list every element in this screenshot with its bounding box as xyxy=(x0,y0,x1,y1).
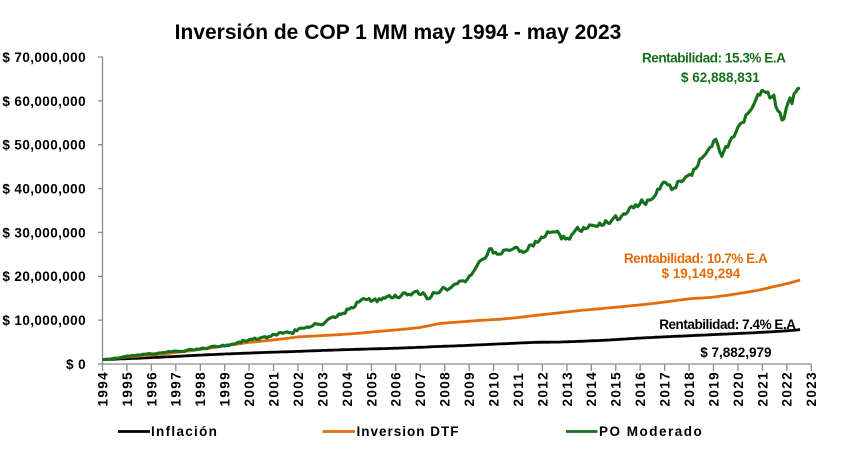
svg-text:2023: 2023 xyxy=(804,371,819,406)
svg-text:2012: 2012 xyxy=(535,371,550,406)
svg-text:Inversion DTF: Inversion DTF xyxy=(357,424,460,439)
svg-text:Inversión de COP 1 MM may 1994: Inversión de COP 1 MM may 1994 - may 202… xyxy=(175,21,622,44)
svg-text:$ 19,149,294: $ 19,149,294 xyxy=(661,266,740,281)
svg-text:1996: 1996 xyxy=(144,371,159,406)
svg-text:2003: 2003 xyxy=(315,371,330,406)
svg-text:$ 7,882,979: $ 7,882,979 xyxy=(700,345,771,360)
svg-text:2005: 2005 xyxy=(364,371,379,406)
svg-text:2022: 2022 xyxy=(780,371,795,406)
svg-text:Inflación: Inflación xyxy=(151,424,218,439)
svg-text:$ 50,000,000: $ 50,000,000 xyxy=(2,138,86,153)
svg-text:2002: 2002 xyxy=(291,371,306,406)
svg-text:2020: 2020 xyxy=(731,371,746,406)
svg-text:$ 60,000,000: $ 60,000,000 xyxy=(2,94,86,109)
svg-text:2000: 2000 xyxy=(242,371,257,406)
svg-text:$ 62,888,831: $ 62,888,831 xyxy=(681,70,760,85)
svg-text:$ 10,000,000: $ 10,000,000 xyxy=(2,313,86,328)
svg-text:1998: 1998 xyxy=(193,371,208,406)
svg-text:$ 20,000,000: $ 20,000,000 xyxy=(2,269,86,284)
svg-text:1994: 1994 xyxy=(95,371,110,406)
svg-text:2013: 2013 xyxy=(560,371,575,406)
svg-text:$ 0: $ 0 xyxy=(66,357,86,372)
svg-text:PO Moderado: PO Moderado xyxy=(599,424,703,439)
svg-text:1999: 1999 xyxy=(218,371,233,406)
svg-text:$ 40,000,000: $ 40,000,000 xyxy=(2,182,86,197)
svg-text:$ 70,000,000: $ 70,000,000 xyxy=(2,50,86,65)
svg-text:2009: 2009 xyxy=(462,371,477,406)
svg-text:$ 30,000,000: $ 30,000,000 xyxy=(2,225,86,240)
svg-text:2015: 2015 xyxy=(609,371,624,406)
svg-text:1995: 1995 xyxy=(120,371,135,406)
svg-text:2021: 2021 xyxy=(755,371,770,406)
svg-text:1997: 1997 xyxy=(169,371,184,406)
svg-text:Rentabilidad: 7.4% E.A: Rentabilidad: 7.4% E.A xyxy=(659,317,796,332)
svg-text:2018: 2018 xyxy=(682,371,697,406)
svg-text:2007: 2007 xyxy=(413,371,428,406)
svg-text:Rentabilidad: 15.3% E.A: Rentabilidad: 15.3% E.A xyxy=(642,50,786,65)
svg-text:2006: 2006 xyxy=(389,371,404,406)
svg-text:2014: 2014 xyxy=(584,371,599,406)
svg-text:2010: 2010 xyxy=(487,371,502,406)
svg-text:2004: 2004 xyxy=(340,371,355,406)
svg-text:2019: 2019 xyxy=(706,371,721,406)
svg-text:Rentabilidad: 10.7% E.A: Rentabilidad: 10.7% E.A xyxy=(624,251,768,266)
svg-text:2011: 2011 xyxy=(511,372,526,407)
svg-text:2016: 2016 xyxy=(633,371,648,406)
svg-text:2001: 2001 xyxy=(267,371,282,406)
svg-text:2017: 2017 xyxy=(658,371,673,406)
svg-text:2008: 2008 xyxy=(438,371,453,406)
